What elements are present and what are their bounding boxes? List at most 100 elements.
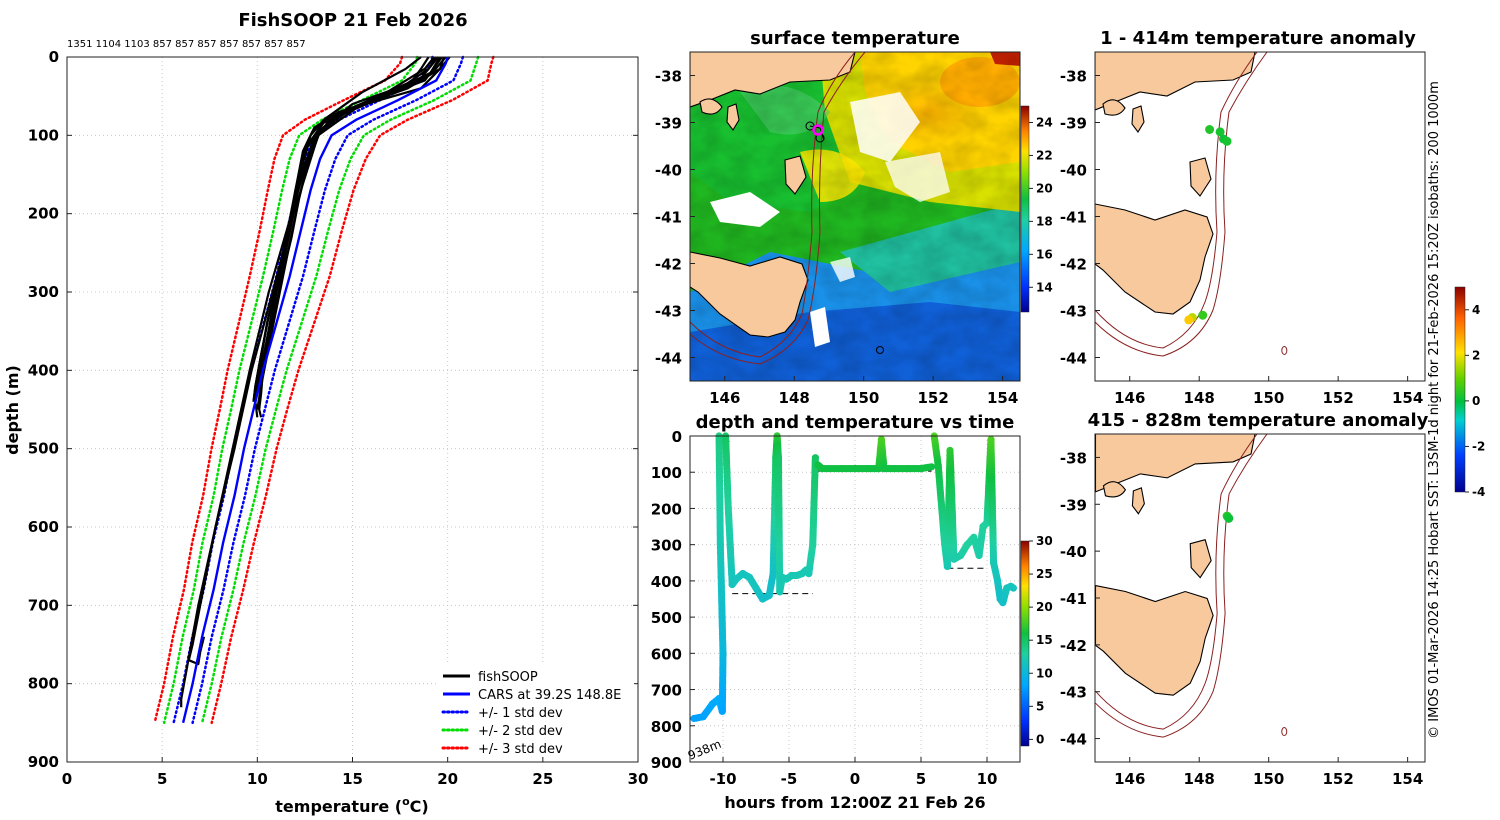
anomaly-colorbar	[1454, 286, 1466, 493]
provenance-note: © IMOS 01-Mar-2026 14:25 Hobart SST: L3S…	[1427, 81, 1442, 739]
sst-colorbar-label: 18	[1036, 214, 1053, 228]
legend-label: +/- 1 std dev	[478, 706, 563, 721]
profile-ytick-label: 900	[28, 753, 59, 771]
fishsoop-profile-line	[187, 56, 440, 666]
depth-temp-sample	[928, 463, 936, 471]
anomaly-upper-xtick-label: 150	[1253, 389, 1284, 407]
depth-time-ytick-label: 500	[651, 609, 682, 627]
anomaly-upper-tasmania-land	[1095, 203, 1214, 315]
depth-time-ytick-label: 900	[651, 754, 682, 772]
profile-xtick-label: 15	[342, 770, 363, 788]
anomaly-colorbar-label: 4	[1472, 303, 1480, 317]
sst-ytick-label: -44	[655, 350, 682, 368]
anomaly-lower-panel: 415 - 828m temperature anomaly 146 148 150…	[1060, 410, 1429, 788]
legend-label: +/- 3 std dev	[478, 742, 563, 757]
anomaly-upper-anomaly-point	[1184, 315, 1194, 325]
anomaly-lower-ytick-label: -41	[1060, 590, 1087, 608]
anomaly-lower-xtick-label: 148	[1184, 770, 1215, 788]
anomaly-lower-ytick-label: -44	[1060, 731, 1087, 749]
depth-time-xtick-label: -5	[781, 770, 798, 788]
anomaly-upper-ytick-label: -40	[1060, 162, 1087, 180]
profile-ytick-label: 0	[49, 48, 59, 66]
sst-colorbar-label: 22	[1036, 148, 1053, 162]
depth-time-xtick-label: -10	[709, 770, 736, 788]
anomaly-upper-isobath-200	[1095, 52, 1258, 349]
anomaly-upper-panel: 1 - 414m temperature anomaly 146 148 150 15…	[1060, 28, 1426, 407]
depth-time-panel: depth and temperature vs time -10 -5 0 5 100…	[651, 412, 1053, 812]
cast-counts: 1351 1104 1103 857 857 857 857 857 857 8…	[67, 39, 306, 50]
depth-time-xtick-label: 0	[850, 770, 860, 788]
anomaly-lower-map	[1095, 434, 1425, 762]
depth-temp-sample	[690, 714, 698, 723]
profile-xtick-label: 30	[628, 770, 649, 788]
anomaly-upper-xtick-label: 152	[1323, 389, 1354, 407]
anomaly-lower-ocean	[1095, 434, 1425, 762]
profile-xtick-label: 10	[247, 770, 268, 788]
anomaly-lower-isobath-200	[1095, 434, 1258, 730]
depth-time-title: depth and temperature vs time	[696, 412, 1015, 433]
anomaly-lower-anomaly-point	[1224, 513, 1234, 523]
depth-time-xtick-label: 10	[977, 770, 998, 788]
sst-title: surface temperature	[750, 28, 960, 49]
profile-xtick-label: 5	[157, 770, 167, 788]
depth-time-colorbar-label: 20	[1036, 600, 1053, 614]
depth-time-ytick-label: 400	[651, 573, 682, 591]
legend-label: fishSOOP	[478, 670, 538, 685]
legend-label: +/- 2 std dev	[478, 724, 563, 739]
anomaly-upper-xtick-label: 146	[1114, 389, 1145, 407]
anomaly-lower-peninsula-land	[1102, 481, 1127, 498]
anomaly-upper-ytick-label: -42	[1060, 256, 1087, 274]
depth-time-ytick-label: 200	[651, 500, 682, 518]
anomaly-lower-tasmania-land	[1095, 584, 1214, 696]
anomaly-upper-ytick-label: -44	[1060, 350, 1087, 368]
anomaly-upper-title: 1 - 414m temperature anomaly	[1100, 28, 1416, 49]
sst-colorbar-label: 20	[1036, 181, 1053, 195]
depth-time-colorbar	[1020, 540, 1030, 747]
depth-time-xtick-label: 5	[916, 770, 926, 788]
anomaly-upper-ytick-label: -38	[1060, 68, 1087, 86]
main-title: FishSOOP 21 Feb 2026	[238, 10, 467, 31]
depth-time-colorbar-label: 25	[1036, 567, 1053, 581]
anomaly-upper-anomaly-point	[1198, 310, 1208, 320]
depth-temp-sample	[1009, 584, 1018, 592]
sst-colorbar-label: 14	[1036, 280, 1053, 294]
sst-xtick-label: 148	[779, 389, 810, 407]
sst-xtick-label: 146	[709, 389, 740, 407]
anomaly-upper-ytick-label: -41	[1060, 209, 1087, 227]
anomaly-lower-ytick-label: -39	[1060, 496, 1087, 514]
depth-time-ytick-label: 700	[651, 682, 682, 700]
sst-ytick-label: -40	[655, 162, 682, 180]
anomaly-lower-ytick-label: -42	[1060, 637, 1087, 655]
anomaly-colorbar-label: 2	[1472, 348, 1480, 362]
profile-ytick-label: 400	[28, 361, 59, 379]
sst-ytick-label: -39	[655, 115, 682, 133]
depth-time-ytick-label: 300	[651, 537, 682, 555]
sst-ytick-label: -42	[655, 256, 682, 274]
anomaly-lower-seamount-contour	[1281, 727, 1288, 737]
anomaly-colorbar-label: -2	[1472, 439, 1485, 453]
sst-colorbar	[1020, 105, 1030, 313]
sst-map	[690, 52, 1020, 381]
profile-legend: fishSOOP CARS at 39.2S 148.8E +/- 1 std de…	[438, 662, 634, 757]
anomaly-lower-isobath-1000	[1095, 434, 1268, 738]
anomaly-upper-anomaly-point	[1205, 125, 1215, 134]
depth-time-xlabel: hours from 12:00Z 21 Feb 26	[724, 793, 985, 812]
depth-time-colorbar-label: 10	[1036, 666, 1053, 680]
anomaly-lower-xtick-label: 154	[1392, 770, 1423, 788]
profile-ytick-label: 500	[28, 440, 59, 458]
anomaly-upper-ytick-label: -43	[1060, 303, 1087, 321]
anomaly-lower-ytick-label: -40	[1060, 543, 1087, 561]
sst-colorbar-label: 16	[1036, 247, 1053, 261]
profile-ytick-label: 800	[28, 675, 59, 693]
profile-ytick-label: 300	[28, 283, 59, 301]
profile-xtick-label: 20	[437, 770, 458, 788]
profile-xtick-label: 0	[62, 770, 72, 788]
sst-map-panel: surface temperature	[655, 28, 1053, 407]
anomaly-upper-map	[1095, 52, 1425, 381]
sst-xtick-label: 152	[918, 389, 949, 407]
fishsoop-profile-line	[180, 56, 443, 708]
anomaly-upper-anomaly-point	[1222, 136, 1232, 146]
anomaly-upper-xtick-label: 154	[1392, 389, 1423, 407]
anomaly-lower-island-land	[1131, 487, 1145, 515]
